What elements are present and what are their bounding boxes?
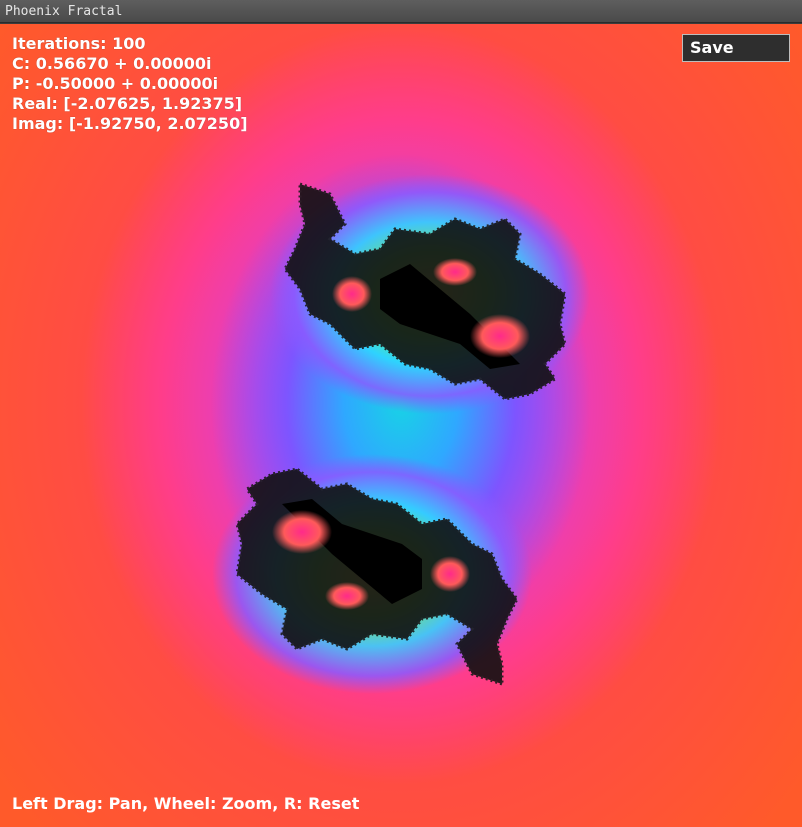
- lower-lobe: [212, 454, 532, 694]
- c-value-label: C: 0.56670 + 0.00000i: [12, 54, 212, 73]
- info-overlay: Iterations: 100 C: 0.56670 + 0.00000i P:…: [12, 34, 248, 134]
- save-button[interactable]: Save: [682, 34, 790, 62]
- fractal-image: [212, 174, 590, 694]
- fractal-canvas[interactable]: Iterations: 100 C: 0.56670 + 0.00000i P:…: [0, 24, 802, 827]
- controls-help-text: Left Drag: Pan, Wheel: Zoom, R: Reset: [12, 794, 360, 813]
- p-value-label: P: -0.50000 + 0.00000i: [12, 74, 219, 93]
- imag-range-label: Imag: [-1.92750, 2.07250]: [12, 114, 248, 133]
- window-title: Phoenix Fractal: [0, 0, 802, 23]
- upper-lobe: [270, 174, 590, 414]
- iterations-label: Iterations: 100: [12, 34, 146, 53]
- real-range-label: Real: [-2.07625, 1.92375]: [12, 94, 243, 113]
